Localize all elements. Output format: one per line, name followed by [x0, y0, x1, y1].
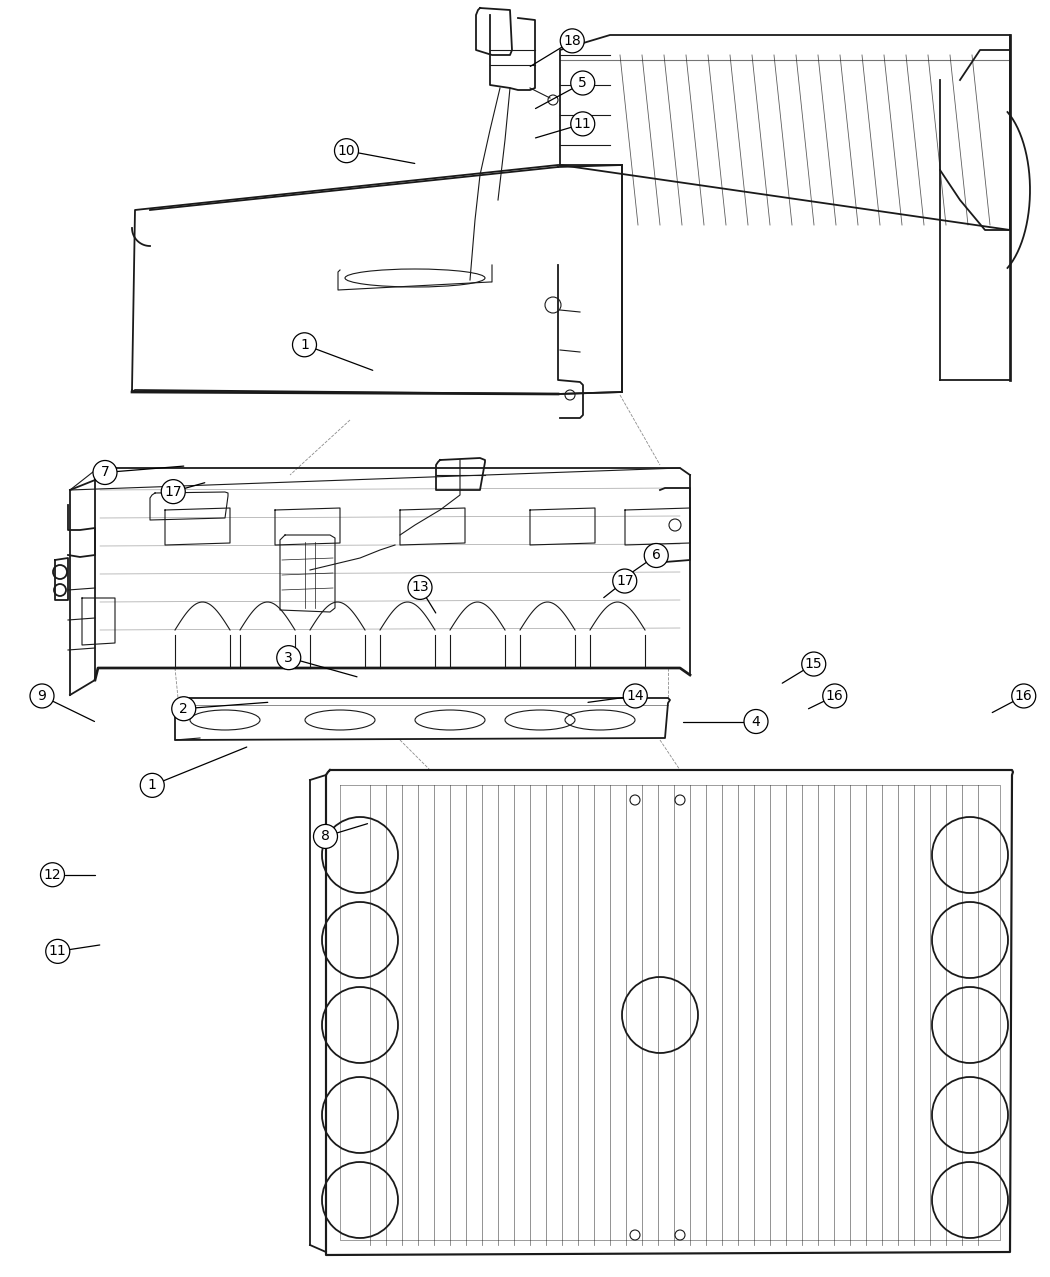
Circle shape [172, 697, 195, 720]
Text: 17: 17 [165, 485, 182, 498]
Circle shape [571, 112, 594, 135]
Text: 15: 15 [805, 658, 822, 670]
Circle shape [802, 653, 825, 676]
Circle shape [277, 646, 300, 669]
Circle shape [1012, 684, 1035, 707]
Circle shape [571, 72, 594, 94]
Circle shape [162, 480, 185, 503]
Text: 6: 6 [652, 549, 660, 562]
Circle shape [46, 940, 69, 963]
Text: 18: 18 [564, 34, 581, 47]
Circle shape [744, 710, 768, 733]
Text: 11: 11 [574, 117, 591, 130]
Text: 8: 8 [321, 830, 330, 843]
Text: 1: 1 [148, 779, 156, 792]
Circle shape [408, 576, 432, 599]
Circle shape [624, 684, 647, 707]
Text: 2: 2 [180, 702, 188, 715]
Circle shape [30, 684, 54, 707]
Text: 17: 17 [616, 575, 633, 587]
Circle shape [141, 774, 164, 797]
Circle shape [645, 544, 668, 567]
Circle shape [93, 461, 117, 484]
Circle shape [41, 863, 64, 886]
Circle shape [293, 333, 316, 356]
Circle shape [823, 684, 846, 707]
Text: 11: 11 [49, 945, 66, 958]
Text: 13: 13 [412, 581, 428, 594]
Text: 12: 12 [44, 868, 61, 881]
Text: 10: 10 [338, 144, 355, 157]
Text: 4: 4 [752, 715, 760, 728]
Text: 14: 14 [627, 690, 644, 702]
Circle shape [613, 570, 636, 593]
Text: 16: 16 [826, 690, 843, 702]
Circle shape [314, 825, 337, 848]
Circle shape [561, 29, 584, 52]
Text: 1: 1 [300, 338, 309, 351]
Text: 5: 5 [579, 77, 587, 89]
Text: 16: 16 [1015, 690, 1032, 702]
Text: 7: 7 [101, 466, 109, 479]
Circle shape [335, 139, 358, 162]
Text: 3: 3 [285, 651, 293, 664]
Text: 9: 9 [38, 690, 46, 702]
